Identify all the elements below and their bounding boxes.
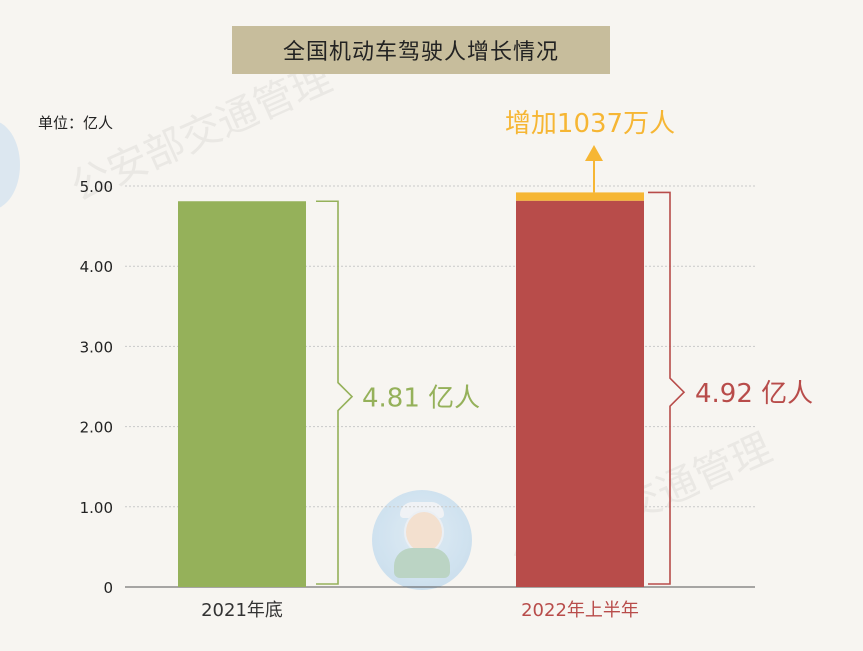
value-label: 4.92 亿人 bbox=[695, 379, 813, 409]
y-tick-label: 4.00 bbox=[80, 258, 113, 276]
value-label: 4.81 亿人 bbox=[362, 384, 480, 414]
police-mascot-icon bbox=[372, 490, 472, 590]
increase-label: 增加1037万人 bbox=[505, 109, 675, 139]
y-tick-label: 0 bbox=[103, 579, 113, 597]
chart-title: 全国机动车驾驶人增长情况 bbox=[232, 26, 610, 74]
y-tick-label: 1.00 bbox=[80, 499, 113, 517]
increase-arrow-head bbox=[585, 145, 603, 161]
value-bracket bbox=[648, 191, 686, 585]
value-bracket bbox=[316, 200, 354, 585]
unit-label: 单位：亿人 bbox=[38, 114, 114, 132]
x-tick-label: 2022年上半年 bbox=[521, 600, 639, 621]
y-tick-label: 2.00 bbox=[80, 419, 113, 437]
badge-decoration bbox=[0, 120, 20, 210]
y-tick-label: 5.00 bbox=[80, 178, 113, 196]
x-tick-label: 2021年底 bbox=[201, 600, 283, 621]
bar bbox=[516, 200, 644, 588]
y-tick-label: 3.00 bbox=[80, 338, 113, 356]
bar-increase bbox=[516, 192, 644, 201]
bar bbox=[178, 201, 306, 587]
